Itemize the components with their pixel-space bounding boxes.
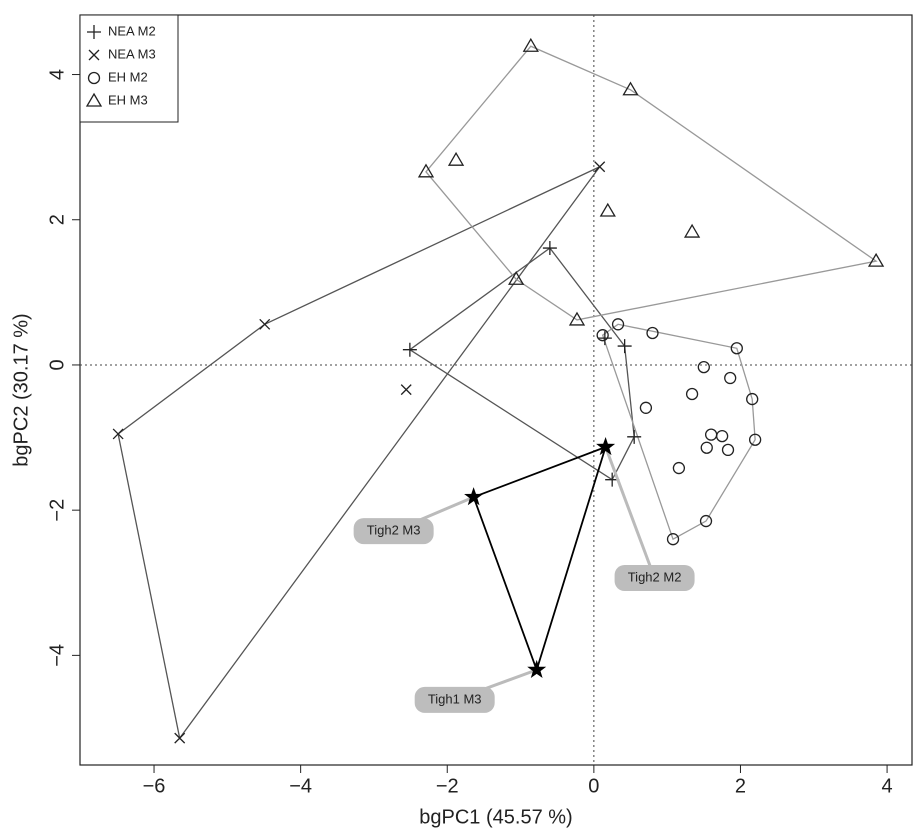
x-tick-label: −6 xyxy=(143,775,166,797)
x-axis-label: bgPC1 (45.57 %) xyxy=(419,806,572,828)
y-tick-label: 2 xyxy=(46,214,68,225)
marker-plus xyxy=(617,339,632,354)
y-tick-label: 4 xyxy=(46,69,68,80)
marker-circle xyxy=(748,433,762,446)
y-tick-label: 0 xyxy=(46,359,68,370)
marker-circle xyxy=(724,371,737,385)
marker-circle xyxy=(596,329,609,342)
hull xyxy=(601,323,756,541)
x-tick-label: −2 xyxy=(436,775,459,797)
marker-circle xyxy=(87,71,101,85)
marker-star xyxy=(464,487,484,506)
x-tick-label: 4 xyxy=(882,775,893,797)
marker-circle xyxy=(666,533,680,546)
callout-box xyxy=(614,564,695,591)
marker-circle xyxy=(672,461,686,475)
y-tick-label: −2 xyxy=(46,499,68,522)
marker-circle xyxy=(685,387,699,401)
marker-triangle xyxy=(85,92,103,107)
marker-triangle xyxy=(599,202,616,217)
marker-circle xyxy=(704,428,718,441)
marker-triangle xyxy=(508,270,525,285)
callout-label: Tigh2 M2 xyxy=(628,569,682,584)
y-axis-label: bgPC2 (30.17 %) xyxy=(10,313,32,466)
hull xyxy=(425,45,878,321)
plot-frame xyxy=(79,14,913,766)
legend-label: EH M2 xyxy=(108,69,148,84)
marker-circle xyxy=(697,360,710,374)
callout-label: Tigh2 M3 xyxy=(367,523,421,538)
callout-line xyxy=(604,446,656,579)
marker-star xyxy=(596,437,616,456)
x-tick-label: 0 xyxy=(588,775,599,797)
hull xyxy=(472,445,607,673)
marker-triangle xyxy=(568,311,586,326)
marker-cross xyxy=(174,732,186,744)
y-tick-label: −4 xyxy=(46,644,68,667)
marker-triangle xyxy=(417,163,435,178)
x-tick-label: 2 xyxy=(735,775,746,797)
marker-cross xyxy=(400,384,412,396)
marker-circle xyxy=(715,429,729,443)
legend-box xyxy=(79,14,179,123)
legend-label: NEA M3 xyxy=(108,46,156,61)
legend-label: EH M3 xyxy=(108,92,148,107)
marker-cross xyxy=(259,318,271,330)
marker-triangle xyxy=(522,37,539,52)
marker-triangle xyxy=(447,151,465,166)
marker-circle xyxy=(699,514,713,528)
callout-label: Tigh1 M3 xyxy=(428,691,482,706)
marker-plus xyxy=(627,429,642,444)
marker-circle xyxy=(611,318,625,331)
marker-cross xyxy=(594,161,606,173)
marker-circle xyxy=(746,392,759,406)
marker-circle xyxy=(639,401,653,414)
marker-plus xyxy=(87,25,101,39)
marker-triangle xyxy=(867,252,885,267)
x-tick-label: −4 xyxy=(289,775,312,797)
marker-plus xyxy=(597,331,612,346)
marker-plus xyxy=(402,342,417,357)
marker-cross xyxy=(88,49,100,61)
marker-triangle xyxy=(683,223,701,238)
legend-label: NEA M2 xyxy=(108,23,156,38)
marker-circle xyxy=(721,443,735,457)
marker-star xyxy=(527,659,547,678)
hull xyxy=(117,166,601,740)
marker-circle xyxy=(700,441,713,454)
marker-circle xyxy=(730,342,743,355)
marker-cross xyxy=(112,428,124,440)
callout-box xyxy=(414,686,495,713)
marker-circle xyxy=(646,326,659,340)
marker-triangle xyxy=(622,81,639,96)
marker-plus xyxy=(542,241,557,256)
callout-box xyxy=(353,518,434,545)
